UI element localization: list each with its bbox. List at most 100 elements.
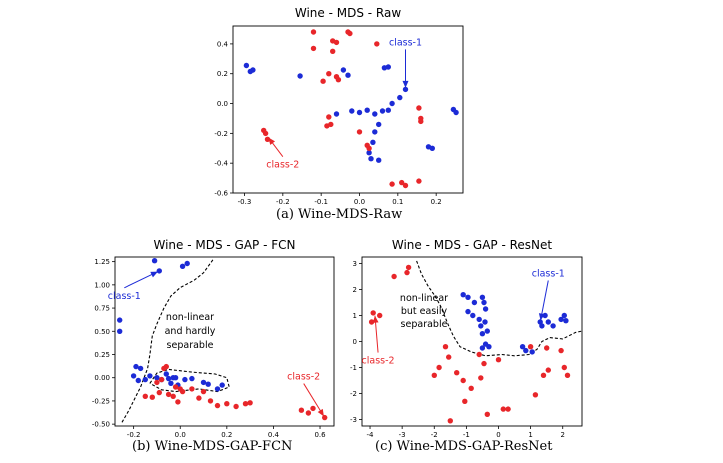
data-point bbox=[460, 292, 466, 298]
data-point bbox=[397, 94, 403, 101]
chart-fcn: Wine - MDS - GAP - FCN -0.2 0.0 0.2 0.4 0.6 -0… bbox=[92, 238, 335, 439]
data-point bbox=[305, 410, 312, 416]
y-tick-label: 3 bbox=[353, 260, 357, 268]
y-tick-label: 0.0 bbox=[217, 100, 228, 108]
data-point bbox=[505, 406, 511, 412]
data-point bbox=[379, 108, 386, 114]
y-tick-label: -0.2 bbox=[214, 130, 228, 138]
data-point bbox=[376, 121, 382, 128]
data-point bbox=[479, 345, 486, 351]
data-point bbox=[135, 377, 141, 384]
data-point bbox=[179, 388, 186, 395]
data-point bbox=[214, 386, 221, 392]
data-point bbox=[242, 401, 249, 407]
x-tick-label: 0.0 bbox=[354, 198, 365, 206]
data-point bbox=[117, 317, 123, 323]
data-point bbox=[154, 379, 160, 386]
x-tick-label: 2 bbox=[560, 431, 564, 439]
data-point bbox=[298, 407, 305, 413]
data-point bbox=[165, 375, 172, 382]
data-point bbox=[142, 393, 148, 399]
data-point bbox=[356, 109, 363, 116]
decision-boundary-loop bbox=[149, 368, 230, 393]
note-text: separable bbox=[401, 319, 448, 330]
data-point bbox=[320, 78, 326, 84]
data-point bbox=[200, 388, 207, 395]
data-point bbox=[436, 364, 442, 371]
chart-title: Wine - MDS - Raw bbox=[295, 6, 401, 20]
data-point bbox=[137, 365, 144, 372]
data-point bbox=[374, 41, 380, 47]
data-point bbox=[189, 386, 195, 392]
data-point bbox=[207, 398, 214, 404]
chart-raw: Wine - MDS - Raw -0.3 -0.2 -0.1 0.0 0.1 0.2 -0.… bbox=[214, 6, 464, 206]
data-point bbox=[523, 347, 529, 354]
data-point bbox=[372, 111, 378, 117]
data-point bbox=[416, 178, 422, 184]
data-point bbox=[117, 328, 123, 334]
y-tick-label: 1.25 bbox=[94, 258, 110, 266]
x-tick-label: -0.3 bbox=[238, 198, 252, 206]
data-point bbox=[476, 351, 482, 358]
data-point bbox=[404, 269, 410, 276]
data-point bbox=[453, 109, 459, 116]
data-point bbox=[243, 62, 250, 69]
data-point bbox=[495, 357, 502, 363]
data-point bbox=[324, 123, 330, 129]
y-tick-label: 0 bbox=[353, 338, 357, 346]
data-point bbox=[219, 382, 225, 388]
data-point bbox=[482, 306, 489, 312]
data-point bbox=[175, 399, 181, 405]
data-point bbox=[133, 363, 139, 370]
y-tick-label: 1 bbox=[353, 312, 357, 320]
data-point bbox=[165, 391, 172, 398]
data-point bbox=[333, 74, 340, 80]
data-point bbox=[564, 372, 571, 378]
y-tick-label: 1.00 bbox=[94, 281, 110, 289]
x-tick-label: 0 bbox=[496, 431, 500, 439]
data-point bbox=[370, 310, 376, 316]
data-point bbox=[330, 48, 336, 54]
note-text: non-linear bbox=[400, 293, 448, 304]
x-tick-label: -2 bbox=[431, 431, 438, 439]
data-point bbox=[389, 181, 395, 187]
annotation-arrowhead bbox=[372, 315, 379, 323]
note-text: and hardly bbox=[165, 326, 216, 337]
data-point bbox=[156, 268, 162, 274]
data-point bbox=[529, 349, 535, 355]
data-point bbox=[519, 344, 526, 350]
series-class-2 bbox=[368, 264, 571, 424]
data-point bbox=[470, 312, 476, 319]
series-class-1 bbox=[243, 62, 459, 163]
data-point bbox=[471, 299, 478, 306]
data-point bbox=[310, 45, 317, 52]
data-point bbox=[370, 139, 376, 145]
data-point bbox=[214, 402, 221, 409]
decision-boundary bbox=[416, 260, 583, 357]
data-point bbox=[333, 39, 340, 46]
series-class-2 bbox=[142, 363, 328, 421]
x-tick-label: 0.6 bbox=[314, 431, 326, 439]
data-point bbox=[224, 401, 230, 407]
chart-title: Wine - MDS - GAP - FCN bbox=[153, 238, 295, 252]
data-point bbox=[147, 373, 153, 379]
plot-frame bbox=[114, 256, 335, 427]
y-tick-label: -0.25 bbox=[92, 397, 110, 405]
data-point bbox=[151, 258, 158, 264]
data-point bbox=[142, 376, 148, 383]
data-point bbox=[168, 380, 174, 386]
data-point bbox=[460, 377, 466, 384]
data-point bbox=[446, 354, 452, 360]
data-point bbox=[163, 371, 169, 377]
y-tick-label: -2 bbox=[350, 390, 357, 398]
x-tick-label: -0.2 bbox=[276, 198, 290, 206]
data-point bbox=[399, 179, 405, 186]
data-point bbox=[262, 130, 269, 137]
data-point bbox=[478, 375, 484, 381]
data-point bbox=[385, 107, 391, 113]
plot-frame bbox=[232, 25, 464, 194]
series-class-1 bbox=[460, 292, 569, 355]
data-point bbox=[402, 86, 409, 93]
data-point bbox=[481, 299, 487, 306]
data-point bbox=[347, 30, 353, 37]
